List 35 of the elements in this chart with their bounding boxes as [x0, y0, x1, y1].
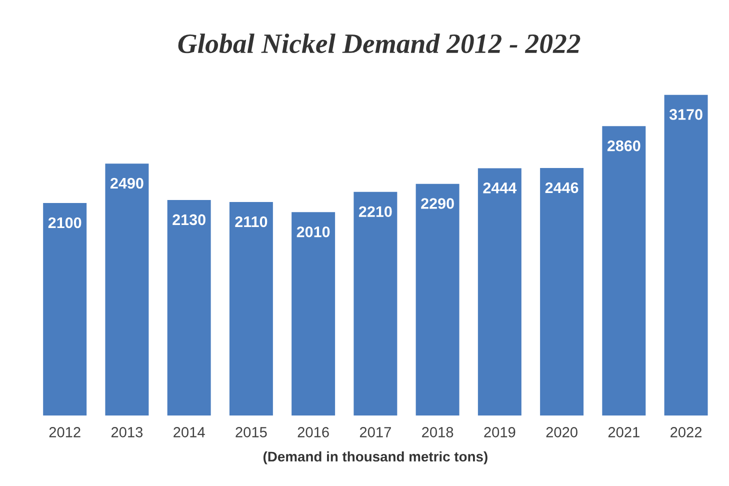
bar — [167, 200, 211, 416]
data-label: 2290 — [421, 198, 454, 209]
x-tick-label: 2019 — [484, 427, 516, 438]
bar — [354, 192, 398, 416]
bar — [664, 94, 708, 416]
bar — [540, 168, 584, 416]
x-tick-label: 2016 — [298, 427, 329, 438]
x-tick-label: 2013 — [111, 427, 143, 438]
data-label: 2444 — [483, 182, 517, 194]
bar — [43, 203, 87, 416]
x-tick-label: 2021 — [608, 427, 640, 438]
data-label: 2210 — [358, 206, 392, 218]
x-tick-label: 2015 — [236, 427, 267, 438]
bar — [229, 202, 273, 416]
bar — [292, 212, 336, 416]
x-axis-title: (Demand in thousand metric tons) — [263, 451, 488, 464]
bar — [416, 184, 460, 416]
data-label: 3170 — [669, 109, 702, 120]
bar — [602, 126, 646, 416]
x-tick-label: 2020 — [546, 427, 578, 438]
data-label: 2110 — [235, 216, 268, 228]
data-label: 2490 — [110, 178, 144, 189]
bar — [105, 164, 149, 416]
chart-title: Global Nickel Demand 2012 - 2022 — [178, 34, 580, 54]
x-tick-label: 2014 — [174, 427, 205, 438]
data-label: 2860 — [607, 140, 640, 152]
data-label: 2446 — [545, 182, 578, 194]
x-tick-label: 2017 — [360, 427, 391, 438]
x-tick-label: 2022 — [670, 427, 702, 438]
x-tick-label: 2012 — [49, 427, 80, 438]
data-label: 2100 — [48, 217, 82, 228]
x-tick-label: 2018 — [422, 427, 454, 438]
bar — [478, 168, 522, 416]
data-label: 2010 — [296, 226, 330, 238]
data-label: 2130 — [172, 214, 206, 226]
